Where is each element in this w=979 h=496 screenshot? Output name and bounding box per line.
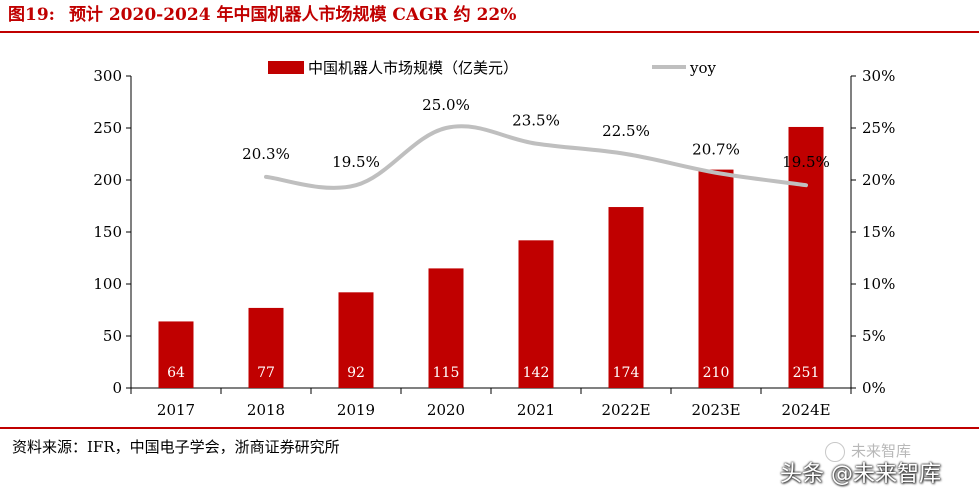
figure-title: 图19: 预计 2020-2024 年中国机器人市场规模 CAGR 约 22%	[8, 2, 516, 28]
legend: 中国机器人市场规模（亿美元） yoy	[268, 59, 717, 77]
bar	[248, 307, 284, 388]
left-tick-label: 200	[93, 171, 122, 189]
x-tick-label: 2019	[337, 401, 375, 419]
bar	[518, 240, 554, 388]
source-divider	[0, 427, 979, 429]
x-tick-label: 2021	[517, 401, 555, 419]
right-tick-label: 25%	[862, 119, 895, 137]
yoy-value-label: 23.5%	[512, 112, 560, 130]
bar-value-label: 115	[433, 365, 460, 381]
right-tick-label: 15%	[862, 223, 895, 241]
right-tick-label: 5%	[862, 327, 886, 345]
bar-value-label: 92	[347, 365, 365, 381]
right-tick-label: 30%	[862, 67, 895, 85]
right-axis: 0% 5% 10% 15% 20% 25% 30%	[850, 67, 895, 397]
yoy-value-label: 20.7%	[692, 141, 740, 159]
yoy-value-label: 22.5%	[602, 122, 650, 140]
left-tick-label: 100	[93, 275, 122, 293]
bar-value-label: 210	[703, 365, 730, 381]
yoy-value-label: 19.5%	[332, 153, 380, 171]
bar	[788, 126, 824, 389]
left-axis: 0 50 100 150 200 250 300	[93, 67, 132, 397]
x-tick-label: 2020	[427, 401, 465, 419]
left-tick-label: 300	[93, 67, 122, 85]
source-note: 资料来源：IFR，中国电子学会，浙商证券研究所	[12, 438, 340, 456]
left-tick-label: 250	[93, 119, 122, 137]
chart: 0 50 100 150 200 250 300 0% 5% 10% 15% 20% 25% 30% 2…	[93, 59, 895, 419]
yoy-value-label: 20.3%	[242, 145, 290, 163]
bar-series: 64 77 92 115 142 174 210 251	[158, 126, 824, 389]
left-tick-label: 0	[112, 379, 122, 397]
title-divider	[0, 31, 979, 33]
bar	[338, 292, 374, 388]
bar	[158, 321, 194, 388]
x-tick-label: 2018	[247, 401, 285, 419]
bar	[608, 207, 644, 388]
bar	[698, 169, 734, 388]
left-tick-label: 150	[93, 223, 122, 241]
x-tick-label: 2024E	[781, 401, 830, 419]
x-axis: 2017 2018 2019 2020 2021 2022E 2023E 2024E	[130, 387, 852, 419]
bar-value-label: 251	[793, 365, 820, 381]
yoy-line	[264, 124, 808, 190]
bar-value-label: 77	[257, 365, 275, 381]
wechat-icon	[825, 441, 845, 462]
legend-bar-label: 中国机器人市场规模（亿美元）	[308, 59, 518, 77]
watermark-small-text: 未来智库	[851, 442, 912, 460]
bar-value-label: 174	[613, 365, 640, 381]
x-tick-label: 2022E	[601, 401, 650, 419]
watermark-small: 未来智库	[825, 440, 911, 462]
yoy-value-label: 25.0%	[422, 96, 470, 114]
legend-bar-swatch	[268, 61, 304, 74]
left-tick-label: 50	[103, 327, 122, 345]
watermark-big: 头条 @未来智库	[780, 462, 941, 487]
yoy-series: 20.3% 19.5% 25.0% 23.5% 22.5% 20.7% 19.5%	[242, 96, 830, 190]
figure-title-text: 预计 2020-2024 年中国机器人市场规模 CAGR 约 22%	[68, 5, 517, 25]
bar-value-label: 64	[167, 365, 185, 381]
x-tick-label: 2023E	[691, 401, 740, 419]
right-tick-label: 20%	[862, 171, 895, 189]
right-tick-label: 0%	[862, 379, 886, 397]
bar	[428, 268, 464, 388]
bar-value-label: 142	[523, 365, 550, 381]
yoy-value-label: 19.5%	[782, 153, 830, 171]
figure-number: 图19:	[8, 5, 55, 25]
x-tick-label: 2017	[157, 401, 195, 419]
legend-line-label: yoy	[689, 59, 717, 77]
right-tick-label: 10%	[862, 275, 895, 293]
